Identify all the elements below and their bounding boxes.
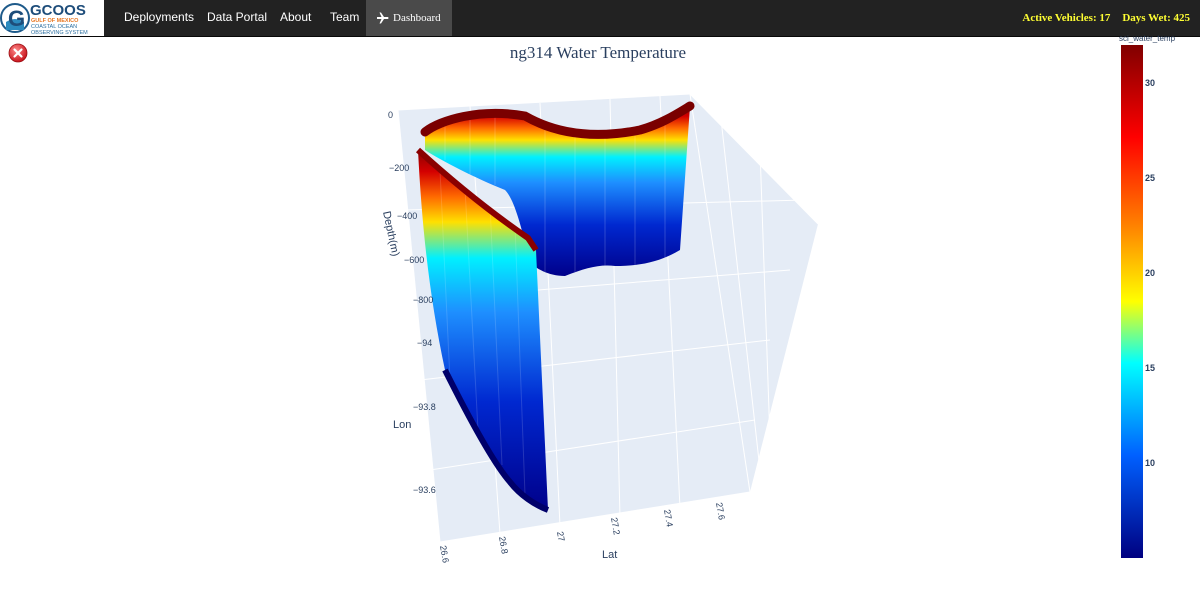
z-tick-label: 0 bbox=[388, 110, 393, 120]
z-tick-label: −400 bbox=[397, 211, 417, 221]
nav-dashboard[interactable]: Dashboard bbox=[366, 0, 452, 36]
y-tick-label: −94 bbox=[417, 338, 432, 348]
track-top-front bbox=[415, 147, 539, 252]
x-axis: 26.6 26.8 27 27.2 27.4 27.6 Lat bbox=[438, 502, 727, 564]
y-tick-label: −93.8 bbox=[413, 402, 436, 412]
z-tick-label: −600 bbox=[404, 255, 424, 265]
z-tick-label: −200 bbox=[389, 163, 409, 173]
colorbar-title: sci_water_temp bbox=[1119, 34, 1176, 43]
track-bottom-front bbox=[442, 368, 550, 513]
colorbar-tick-label: 25 bbox=[1145, 173, 1155, 183]
colorbar-tick-label: 10 bbox=[1145, 458, 1155, 468]
nav-dashboard-label: Dashboard bbox=[393, 12, 441, 24]
logo-name: GCOOS bbox=[30, 2, 86, 19]
track-wall-front bbox=[418, 150, 548, 510]
y-axis-title: Lon bbox=[393, 419, 411, 431]
y-axis: −94 −93.8 −93.6 Lon bbox=[393, 338, 436, 495]
nav-team[interactable]: Team bbox=[330, 10, 360, 24]
logo-line1: GULF OF MEXICO bbox=[31, 18, 79, 24]
track-wall-back-columns bbox=[444, 111, 666, 272]
active-vehicles-count: Active Vehicles: 17 bbox=[1022, 12, 1111, 24]
colorbar-gradient bbox=[1121, 45, 1143, 558]
x-tick-label: 26.8 bbox=[497, 536, 510, 555]
navbar: G GCOOS GULF OF MEXICO COASTAL OCEAN OBS… bbox=[0, 0, 1200, 37]
close-icon[interactable] bbox=[8, 43, 28, 63]
gcoos-logo[interactable]: G GCOOS GULF OF MEXICO COASTAL OCEAN OBS… bbox=[0, 0, 104, 36]
nav-deployments[interactable]: Deployments bbox=[124, 10, 195, 24]
y-tick-label: −93.6 bbox=[413, 485, 436, 495]
logo-line3: OBSERVING SYSTEM bbox=[31, 30, 88, 36]
colorbar-tick-label: 30 bbox=[1145, 78, 1155, 88]
x-tick-label: 27.4 bbox=[662, 509, 675, 528]
x-tick-label: 27.2 bbox=[609, 517, 622, 536]
colorbar-tick-label: 15 bbox=[1145, 363, 1155, 373]
logo-letter: G bbox=[8, 6, 25, 31]
z-tick-label: −800 bbox=[413, 295, 433, 305]
colorbar-tick-label: 20 bbox=[1145, 268, 1155, 278]
days-wet-count: Days Wet: 425 bbox=[1122, 12, 1190, 24]
airplane-icon bbox=[377, 12, 389, 24]
x-tick-label: 27.6 bbox=[714, 502, 727, 521]
x-tick-label: 26.6 bbox=[438, 545, 451, 564]
x-tick-label: 27 bbox=[555, 531, 567, 543]
nav-data-portal[interactable]: Data Portal bbox=[207, 10, 268, 24]
nav-about[interactable]: About bbox=[280, 10, 312, 24]
track-wall-back bbox=[425, 106, 690, 276]
colorbar: sci_water_temp 30 25 20 15 10 bbox=[1119, 34, 1176, 558]
track-top-back bbox=[420, 101, 695, 139]
track-wall-front-columns bbox=[439, 169, 526, 496]
chart-title: ng314 Water Temperature bbox=[509, 43, 687, 62]
x-axis-title: Lat bbox=[602, 549, 617, 561]
vehicle-stats: Active Vehicles: 17 Days Wet: 425 bbox=[1010, 0, 1190, 36]
logo-line2: COASTAL OCEAN bbox=[31, 24, 77, 30]
